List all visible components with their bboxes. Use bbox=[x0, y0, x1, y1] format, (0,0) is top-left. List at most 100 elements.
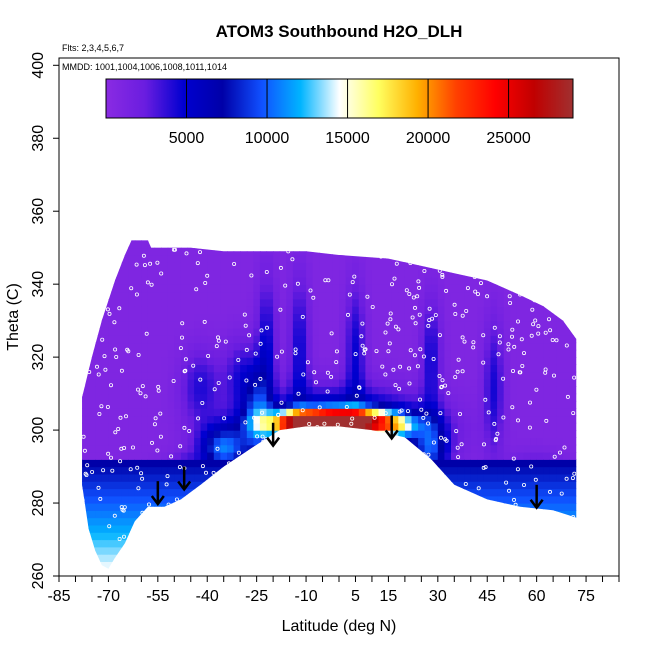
heatmap-cell bbox=[385, 466, 393, 475]
heatmap-cell bbox=[82, 554, 83, 562]
heatmap-cell bbox=[437, 466, 445, 475]
heatmap-cell bbox=[108, 569, 115, 577]
heatmap-cell bbox=[174, 430, 182, 438]
down-arrow bbox=[384, 415, 399, 441]
heatmap-cell bbox=[444, 291, 452, 300]
heatmap-cell bbox=[88, 422, 96, 431]
heatmap-cell bbox=[259, 495, 268, 504]
heatmap-cell bbox=[404, 488, 413, 497]
heatmap-cell bbox=[398, 561, 406, 569]
heatmap-cell bbox=[490, 444, 498, 453]
heatmap-cell bbox=[273, 473, 281, 482]
heatmap-cell bbox=[246, 517, 254, 526]
heatmap-cell bbox=[319, 269, 327, 278]
heatmap-cell bbox=[134, 335, 142, 344]
heatmap-cell bbox=[88, 247, 96, 256]
heatmap-cell bbox=[418, 517, 426, 526]
heatmap-cell bbox=[411, 342, 419, 351]
heatmap-cell bbox=[345, 561, 353, 569]
heatmap-cell bbox=[174, 554, 182, 562]
heatmap-cell bbox=[82, 561, 83, 569]
heatmap-cell bbox=[477, 488, 485, 497]
heatmap-cell bbox=[497, 503, 505, 511]
heatmap-cell bbox=[174, 240, 182, 241]
heatmap-cell bbox=[543, 247, 551, 256]
heatmap-cell bbox=[246, 335, 254, 344]
heatmap-cell bbox=[279, 269, 287, 278]
observation-point bbox=[424, 521, 429, 526]
heatmap-cell bbox=[358, 561, 366, 569]
heatmap-cell bbox=[411, 247, 419, 256]
heatmap-cell bbox=[444, 379, 452, 387]
heatmap-cell bbox=[194, 539, 202, 548]
heatmap-cell bbox=[477, 437, 485, 446]
heatmap-cell bbox=[404, 546, 413, 555]
heatmap-cell bbox=[358, 298, 366, 307]
observation-point bbox=[165, 474, 170, 479]
heatmap-cell bbox=[299, 247, 307, 256]
heatmap-cell bbox=[431, 371, 439, 380]
heatmap-cell bbox=[371, 240, 380, 241]
heatmap-cell bbox=[279, 561, 287, 569]
y-tick-label: 260 bbox=[30, 563, 47, 590]
heatmap-cell bbox=[451, 364, 459, 373]
heatmap-cell bbox=[286, 437, 294, 446]
heatmap-cell bbox=[523, 276, 531, 285]
heatmap-cell bbox=[444, 408, 452, 417]
observation-point bbox=[456, 357, 461, 362]
heatmap-cell bbox=[510, 466, 518, 475]
heatmap-cell bbox=[240, 561, 248, 569]
heatmap-cell bbox=[378, 379, 386, 387]
heatmap-cell bbox=[115, 510, 123, 519]
heatmap-cell bbox=[273, 466, 281, 475]
heatmap-cell bbox=[385, 262, 393, 271]
heatmap-cell bbox=[516, 510, 525, 519]
observation-point bbox=[416, 523, 421, 528]
heatmap-cell bbox=[549, 481, 557, 490]
heatmap-cell bbox=[88, 269, 96, 278]
heatmap-cell bbox=[128, 510, 136, 519]
heatmap-cell bbox=[273, 554, 281, 562]
heatmap-cell bbox=[306, 357, 314, 365]
heatmap-cell bbox=[549, 503, 557, 511]
heatmap-cell bbox=[95, 561, 103, 569]
observation-point bbox=[547, 317, 552, 322]
heatmap-cell bbox=[101, 554, 109, 562]
heatmap-cell bbox=[332, 532, 340, 541]
heatmap-cell bbox=[88, 481, 96, 490]
heatmap-cell bbox=[339, 554, 347, 562]
observation-point bbox=[567, 240, 572, 245]
heatmap-cell bbox=[490, 386, 498, 395]
heatmap-cell bbox=[431, 554, 439, 562]
heatmap-cell bbox=[187, 546, 195, 555]
heatmap-cell bbox=[418, 284, 426, 293]
heatmap-cell bbox=[167, 495, 175, 504]
heatmap-cell bbox=[180, 262, 189, 271]
heatmap-cell bbox=[457, 276, 465, 285]
heatmap-cell bbox=[437, 554, 445, 562]
heatmap-cell bbox=[240, 495, 248, 504]
heatmap-cell bbox=[563, 510, 571, 519]
heatmap-cell bbox=[95, 452, 103, 460]
heatmap-cell bbox=[549, 379, 557, 387]
heatmap-cell bbox=[266, 262, 274, 271]
heatmap-cell bbox=[464, 320, 472, 329]
observation-point bbox=[326, 527, 331, 532]
heatmap-cell bbox=[352, 481, 360, 490]
heatmap-cell bbox=[108, 422, 116, 431]
heatmap-cell bbox=[576, 459, 583, 467]
heatmap-cell bbox=[497, 357, 505, 365]
heatmap-cell bbox=[510, 364, 518, 373]
heatmap-cell bbox=[339, 255, 347, 263]
heatmap-cell bbox=[470, 269, 478, 278]
heatmap-cell bbox=[411, 444, 419, 453]
heatmap-cell bbox=[385, 240, 393, 249]
heatmap-cell bbox=[82, 408, 83, 417]
heatmap-cell bbox=[187, 262, 195, 271]
heatmap-cell bbox=[187, 554, 195, 562]
heatmap-cell bbox=[220, 495, 228, 504]
heatmap-cell bbox=[180, 503, 189, 511]
heatmap-cell bbox=[385, 291, 393, 300]
heatmap-cell bbox=[312, 495, 320, 504]
heatmap-cell bbox=[457, 342, 465, 351]
